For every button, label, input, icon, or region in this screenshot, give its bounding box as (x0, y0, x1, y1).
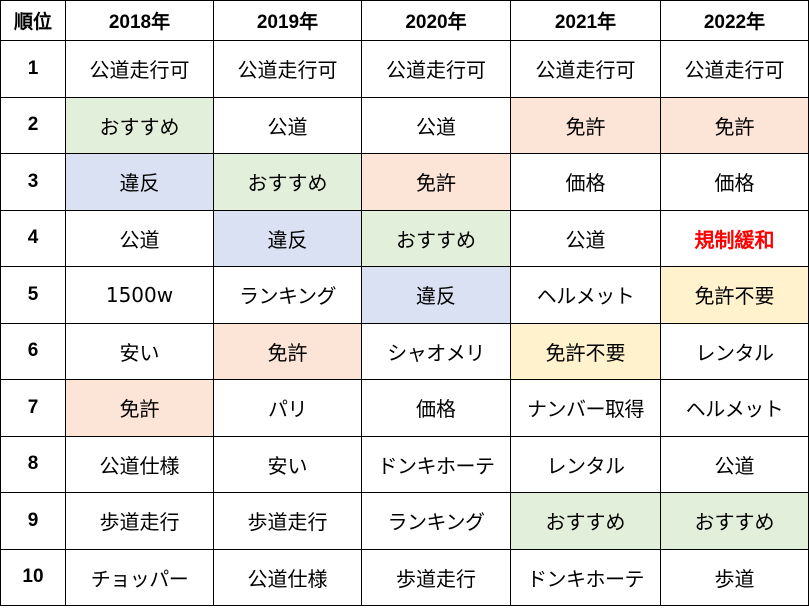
table-cell: 違反 (65, 153, 214, 211)
table-cell: パリ (213, 379, 362, 437)
table-cell: 免許 (213, 322, 362, 380)
table-cell: ランキング (213, 266, 362, 324)
table-cell: 公道 (65, 209, 214, 267)
table-cell: 公道 (510, 209, 661, 267)
table-row: 2 おすすめ 公道 公道 免許 免許 (0, 96, 809, 154)
rank-cell: 4 (0, 209, 66, 267)
rank-cell: 1 (0, 40, 66, 98)
table-cell: ドンキホーテ (510, 548, 661, 606)
table-cell: おすすめ (361, 209, 511, 267)
table-cell: 公道走行可 (65, 40, 214, 98)
table-row: 8 公道仕様 安い ドンキホーテ レンタル 公道 (0, 435, 809, 493)
table-cell: 公道 (660, 435, 809, 493)
table-row: 6 安い 免許 シャオメリ 免許不要 レンタル (0, 322, 809, 380)
table-cell: ドンキホーテ (361, 435, 511, 493)
rank-cell: 2 (0, 96, 66, 154)
rank-cell: 7 (0, 379, 66, 437)
table-cell: 免許 (660, 96, 809, 154)
rank-cell: 10 (0, 548, 66, 606)
table-cell: 公道走行可 (660, 40, 809, 98)
rank-cell: 3 (0, 153, 66, 211)
table-cell: 公道仕様 (213, 548, 362, 606)
table-cell: 免許不要 (510, 322, 661, 380)
table-cell: 安い (65, 322, 214, 380)
header-2022: 2022年 (660, 0, 809, 41)
table-cell: 違反 (213, 209, 362, 267)
table-cell: 歩道走行 (213, 492, 362, 550)
table-row: 1 公道走行可 公道走行可 公道走行可 公道走行可 公道走行可 (0, 40, 809, 98)
table-cell: シャオメリ (361, 322, 511, 380)
rank-cell: 5 (0, 266, 66, 324)
header-2020: 2020年 (361, 0, 511, 41)
table-cell: 違反 (361, 266, 511, 324)
table-cell: おすすめ (65, 96, 214, 154)
table-cell: レンタル (510, 435, 661, 493)
table-row: 10 チョッパー 公道仕様 歩道走行 ドンキホーテ 歩道 (0, 548, 809, 606)
table-cell-highlight: 規制緩和 (660, 209, 809, 267)
table-cell: おすすめ (213, 153, 362, 211)
table-row: 7 免許 パリ 価格 ナンバー取得 ヘルメット (0, 379, 809, 437)
table-cell: 安い (213, 435, 362, 493)
rank-cell: 9 (0, 492, 66, 550)
table-cell: レンタル (660, 322, 809, 380)
header-2021: 2021年 (510, 0, 661, 41)
table-cell: 公道走行可 (213, 40, 362, 98)
table-cell: 公道仕様 (65, 435, 214, 493)
table-row: 5 1500w ランキング 違反 ヘルメット 免許不要 (0, 266, 809, 324)
table-cell: 歩道走行 (361, 548, 511, 606)
table-cell: 公道 (213, 96, 362, 154)
header-rank: 順位 (0, 0, 66, 41)
table-cell: チョッパー (65, 548, 214, 606)
table-row: 3 違反 おすすめ 免許 価格 価格 (0, 153, 809, 211)
header-2019: 2019年 (213, 0, 362, 41)
header-2018: 2018年 (65, 0, 214, 41)
table-cell: ランキング (361, 492, 511, 550)
table-cell: 価格 (660, 153, 809, 211)
table-cell: 免許 (510, 96, 661, 154)
table-row: 4 公道 違反 おすすめ 公道 規制緩和 (0, 209, 809, 267)
table-row: 9 歩道走行 歩道走行 ランキング おすすめ おすすめ (0, 492, 809, 550)
table-cell: ナンバー取得 (510, 379, 661, 437)
table-cell: 歩道走行 (65, 492, 214, 550)
header-row: 順位 2018年 2019年 2020年 2021年 2022年 (0, 0, 809, 41)
table-cell: おすすめ (510, 492, 661, 550)
table-cell: 公道走行可 (361, 40, 511, 98)
table-cell: ヘルメット (510, 266, 661, 324)
table-cell: 価格 (361, 379, 511, 437)
table-cell: 歩道 (660, 548, 809, 606)
table-cell: おすすめ (660, 492, 809, 550)
table-cell: 免許不要 (660, 266, 809, 324)
table-cell: 価格 (510, 153, 661, 211)
rank-cell: 8 (0, 435, 66, 493)
table-cell: 公道走行可 (510, 40, 661, 98)
table-cell: 公道 (361, 96, 511, 154)
table-cell: ヘルメット (660, 379, 809, 437)
table-cell: 免許 (361, 153, 511, 211)
table-cell: 1500w (65, 266, 214, 324)
rank-cell: 6 (0, 322, 66, 380)
table-cell: 免許 (65, 379, 214, 437)
